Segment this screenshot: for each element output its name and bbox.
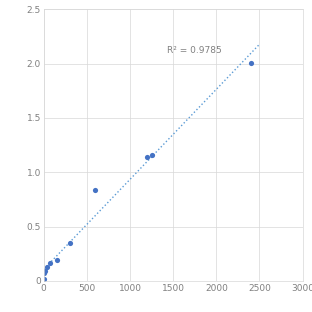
Point [149, 152, 154, 157]
Point [54, 258, 59, 263]
Point [48, 261, 53, 266]
Point [145, 154, 150, 159]
Text: R² = 0.9785: R² = 0.9785 [167, 46, 222, 55]
Point [44, 264, 49, 269]
Point [93, 187, 98, 192]
Point [42, 271, 47, 276]
Point [41, 276, 46, 281]
Point [43, 269, 48, 274]
Point [248, 60, 253, 65]
Point [67, 240, 72, 245]
